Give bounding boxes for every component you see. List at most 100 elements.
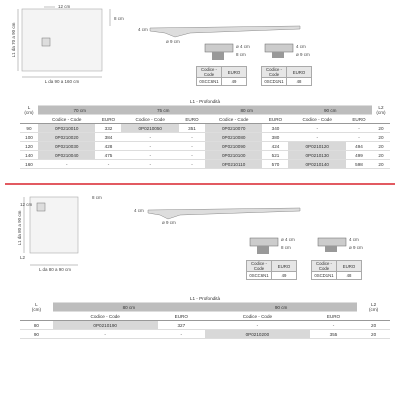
dim-label: 8 cm (92, 195, 102, 200)
code-cell: 0SCC6N1 (246, 271, 272, 280)
code-cell: - (121, 159, 179, 169)
code-cell: 0P0210090 (204, 141, 263, 151)
row: 140 0P0210040 475- -0P0210100 521 0P0210130 49… (20, 150, 390, 160)
price-cell: 384 (95, 132, 122, 142)
header-cell: L1 - Profondità (37, 97, 372, 106)
code-cell: - (288, 132, 346, 142)
group-cell: 80 cm (52, 302, 205, 312)
row: 80 0P0210190 327- -20 (20, 320, 390, 330)
header-text: L2 (378, 105, 384, 110)
l2-cell: 20 (357, 329, 390, 339)
sub-header: EURO (95, 114, 122, 124)
header-cell: Codice - Code (261, 66, 287, 78)
sub-header: Codice - Code (121, 114, 179, 124)
l-cell: 140 (20, 150, 38, 160)
profile-drawing: 4 cm ø 9 cm (138, 25, 301, 44)
dim-label: 8 cm (236, 52, 246, 57)
price-cell: - (178, 150, 205, 160)
header-text: (cm) (31, 307, 41, 312)
row: Codice - Code EURO (261, 66, 312, 78)
code-cell: 0P0210190 (52, 320, 158, 330)
table: L (cm) L1 - Profondità L2 (cm) 80 cm 90 cm Codi… (20, 294, 390, 339)
price-cell: 380 (262, 132, 289, 142)
sub-header: EURO (262, 114, 289, 124)
header-cell: EURO (271, 260, 297, 272)
dim-label: 4 cm (134, 208, 144, 213)
code-cell: 0P0210030 (37, 141, 96, 151)
code-cell: 0P0210050 (121, 123, 179, 133)
header-text: L2 (371, 302, 377, 307)
row: Codice - Code EURO (246, 260, 297, 272)
l2-cell: 20 (371, 132, 390, 142)
price-cell: 475 (95, 150, 122, 160)
row: 160- - - -0P0210110 570 0P0210140 598 20 (20, 159, 390, 169)
header-cell: EURO (221, 66, 247, 78)
code-cell: - (204, 320, 310, 330)
header-text: (cm) (376, 110, 386, 115)
code-cell: 0P0210070 (204, 123, 263, 133)
row: 0SCC6N1 49 (246, 271, 297, 280)
l-cell: 80 (20, 320, 53, 330)
price-cell: 351 (178, 123, 205, 133)
sub-header: Codice - Code (37, 114, 96, 124)
group-cell: 90 cm (288, 105, 372, 115)
code-cell: 0P0210010 (37, 123, 96, 133)
header-cell: EURO (336, 260, 362, 272)
price-cell: 499 (345, 150, 372, 160)
l-cell: 120 (20, 141, 38, 151)
group-cell: 70 cm (37, 105, 122, 115)
header-cell: Codice - Code (196, 66, 222, 78)
price-cell: 332 (95, 123, 122, 133)
l-cell: 90 (20, 329, 53, 339)
l2-cell: 20 (371, 150, 390, 160)
price-table: L (cm) L1 - Profondità L2 (cm) 70 cm 75 cm 80 c… (20, 97, 390, 169)
code-cell: 0P0210200 (204, 329, 310, 339)
price-cell: 355 (309, 329, 358, 339)
price-cell: 327 (157, 320, 205, 330)
drain-drawing: ø 4 cm 8 cm 4 cm ø 9 cm (249, 237, 363, 254)
code-cell: 0SCD1N1 (311, 271, 337, 280)
row: 90 0P0210010 332 0P0210050 351 0P0210070 340- -… (20, 123, 390, 133)
header-cell: L (cm) (20, 294, 53, 321)
dim-label: 8 cm (114, 16, 124, 21)
sub-header: EURO (345, 114, 372, 124)
price-cell: - (178, 159, 205, 169)
accessory-table: Codice - Code EURO 0SCD1N1 48 (311, 260, 362, 280)
code-cell: 0P0210020 (37, 132, 96, 142)
dim-label: ø 9 cm (349, 245, 363, 250)
header-row: Codice - Code EURO Codice - Code EURO (20, 311, 390, 321)
header-row: 80 cm 90 cm (20, 302, 390, 312)
row: Codice - Code EURO (311, 260, 362, 272)
price-cell: 570 (262, 159, 289, 169)
header-text: (cm) (369, 307, 379, 312)
row: Codice - Code EURO (196, 66, 247, 78)
sub-header: Codice - Code (288, 114, 346, 124)
row: 120 0P0210030 428- -0P0210090 424 0P0210120 49… (20, 141, 390, 151)
dim-label: 4 cm (296, 44, 306, 49)
header-cell: L (cm) (20, 97, 38, 124)
sub-header: EURO (178, 114, 205, 124)
row: 100 0P0210020 384- -0P0210080 380- -20 (20, 132, 390, 142)
dim-label: 12 cm (58, 4, 71, 9)
dim-label: 12 cm (20, 202, 33, 207)
price-cell: 494 (345, 141, 372, 151)
dim-label: 4 cm (138, 27, 148, 32)
header-cell: Codice - Code (311, 260, 337, 272)
code-cell: 0P0210100 (204, 150, 263, 160)
price-cell: 48 (286, 77, 312, 86)
price-cell: 48 (336, 271, 362, 280)
accessory-table: Codice - Code EURO 0SCD1N1 48 (261, 66, 312, 86)
dim-label: L da 90 a 160 cm (45, 79, 80, 84)
dim-label: 8 cm (281, 245, 291, 250)
code-cell: 0P0210080 (204, 132, 263, 142)
l-cell: 100 (20, 132, 38, 142)
dim-label: 4 cm (349, 237, 359, 242)
code-cell: 0P0210040 (37, 150, 96, 160)
dim-label: ø 4 cm (281, 237, 295, 242)
price-cell: 340 (262, 123, 289, 133)
price-cell: - (345, 123, 372, 133)
header-row: 70 cm 75 cm 80 cm 90 cm (20, 105, 390, 115)
code-cell: - (52, 329, 158, 339)
group-cell: 75 cm (121, 105, 205, 115)
